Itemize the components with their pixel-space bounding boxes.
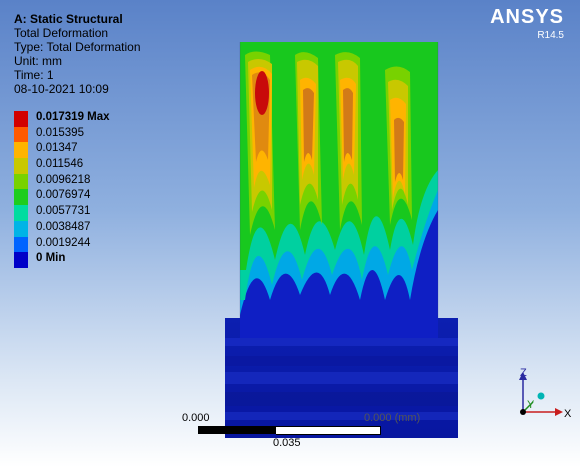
legend-label: 0.0038487 (36, 220, 91, 233)
legend-swatch (14, 220, 28, 237)
scale-unit-label: 0.000 (mm) (364, 412, 421, 424)
x-arrow-icon (555, 408, 563, 416)
y-axis-label: Y (527, 399, 535, 411)
legend-swatch (14, 205, 28, 221)
result-name: Total Deformation (14, 26, 109, 40)
legend-swatch (14, 126, 28, 143)
legend-label: 0.0019244 (36, 236, 91, 249)
scale-start-label: 0.000 (182, 412, 210, 424)
legend-swatch (14, 173, 28, 190)
result-time: Time: 1 (14, 68, 54, 82)
legend-swatch (14, 142, 28, 159)
legend-label: 0.01347 (36, 142, 78, 155)
brand-name: ANSYS (490, 6, 564, 28)
blade-body (240, 42, 438, 338)
scale-bar-outline (276, 426, 381, 435)
z-arrow-icon (519, 372, 527, 380)
scale-bar-filled (198, 426, 276, 434)
scale-end-label: 0.035 (273, 437, 301, 449)
z-axis-label: Z (520, 367, 527, 379)
result-date: 08-10-2021 10:09 (14, 82, 109, 96)
iso-ball-icon[interactable] (537, 392, 545, 400)
legend-label: 0.015395 (36, 126, 84, 139)
result-unit: Unit: mm (14, 54, 62, 68)
legend-swatch (14, 158, 28, 174)
legend-swatch (14, 111, 28, 127)
triad-origin (520, 409, 526, 415)
legend-label: 0.0076974 (36, 189, 91, 202)
legend-label: 0.0096218 (36, 173, 91, 186)
legend-swatch (14, 236, 28, 253)
legend-swatch (14, 189, 28, 206)
x-axis-label: X (564, 408, 572, 420)
result-type: Type: Total Deformation (14, 40, 141, 54)
ansys-logo: ANSYS R14.5 (490, 6, 564, 41)
result-info: A: Static Structural Total Deformation T… (14, 12, 141, 96)
legend-label: 0.011546 (36, 158, 84, 171)
legend-swatch (14, 252, 28, 268)
brand-version: R14.5 (537, 30, 564, 41)
analysis-system-title: A: Static Structural (14, 12, 123, 26)
legend-label: 0 Min (36, 252, 66, 265)
axis-triad[interactable]: Z Y X (505, 360, 575, 430)
legend-label: 0.017319 Max (36, 111, 110, 123)
mesh-edges (239, 42, 439, 318)
legend-label: 0.0057731 (36, 205, 91, 218)
